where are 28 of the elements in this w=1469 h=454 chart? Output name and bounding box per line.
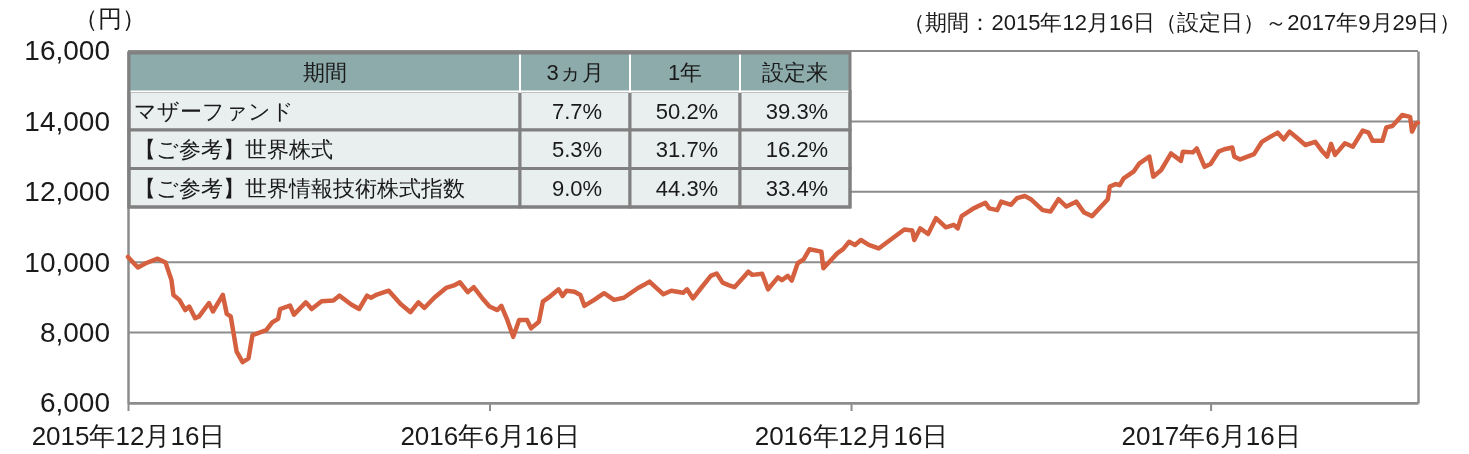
y-tick-label: 12,000 xyxy=(24,176,110,208)
category-label: 3ヵ月 xyxy=(546,60,604,86)
y-axis-title: （円） xyxy=(74,5,146,32)
category-label: マザーファンド xyxy=(134,98,294,124)
text: （期間：2015年12月16日（設定日）～2017年9月29日） xyxy=(903,10,1461,35)
y-tick-label: 14,000 xyxy=(24,105,110,137)
y-tick-label: 6,000 xyxy=(39,387,110,419)
x-tick-label: 2016年6月16日 xyxy=(400,421,580,452)
x-tick-label: 2017年6月16日 xyxy=(1121,421,1301,452)
y-tick-label: 8,000 xyxy=(39,317,110,349)
category-label: 1年 xyxy=(667,60,703,86)
text: 5.3% xyxy=(551,137,603,163)
text: 44.3% xyxy=(655,175,719,201)
text: 50.2% xyxy=(655,98,719,124)
y-tick-label: 10,000 xyxy=(24,246,110,278)
text: 期間 xyxy=(302,60,347,86)
text: 33.4% xyxy=(765,175,829,201)
text: 16.2% xyxy=(765,137,829,163)
x-tick-label: 2015年12月16日 xyxy=(31,421,226,452)
y-tick-label: 16,000 xyxy=(24,35,110,67)
text: 9.0% xyxy=(551,175,603,201)
category-label: 【ご参考】世界株式 xyxy=(134,137,333,163)
text: 39.3% xyxy=(765,98,829,124)
x-tick-label: 2016年12月16日 xyxy=(754,421,949,452)
text: 7.7% xyxy=(551,98,603,124)
text: 31.7% xyxy=(655,137,719,163)
category-label: 設定来 xyxy=(762,60,828,86)
category-label: 【ご参考】世界情報技術株式指数 xyxy=(134,175,465,201)
